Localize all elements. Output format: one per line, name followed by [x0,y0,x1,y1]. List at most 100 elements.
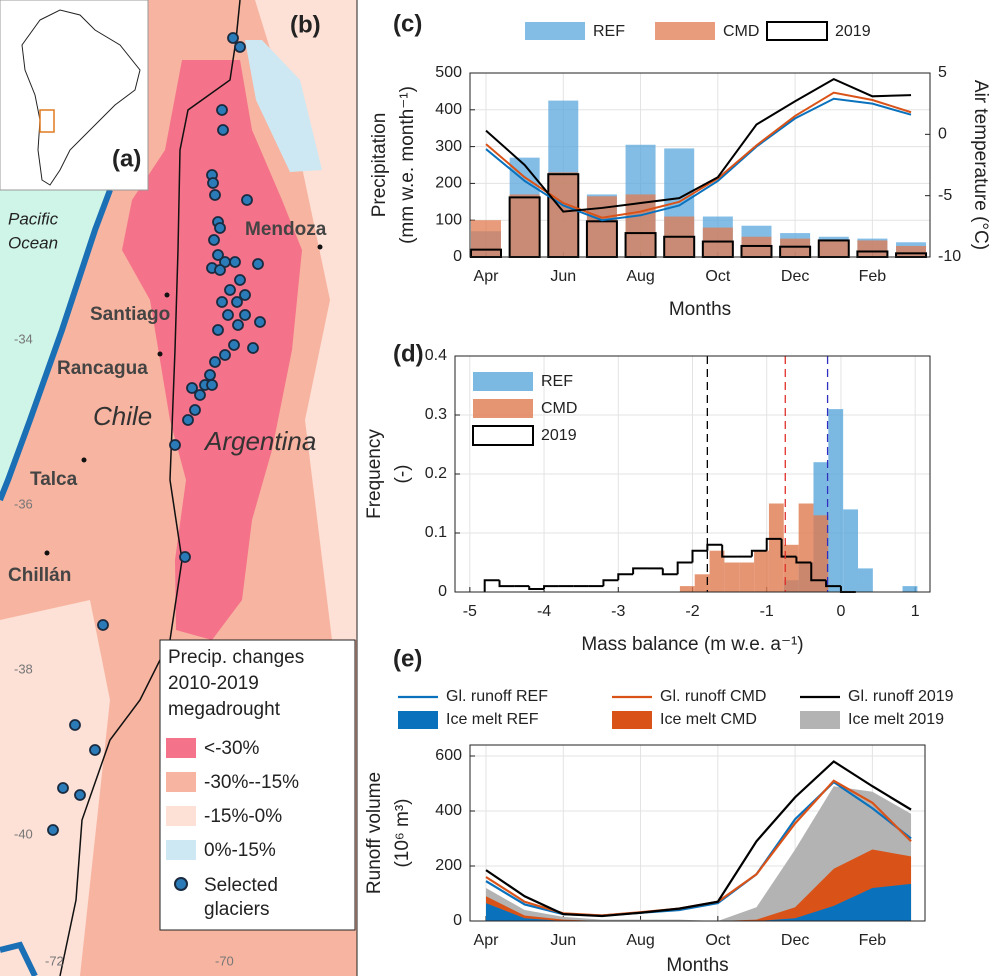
glacier [227,32,239,44]
ocean-label: Pacific [8,209,59,228]
precip-zone-light [255,0,357,640]
y-axis-title: (-) [392,465,413,484]
legend-label: Selected [204,875,278,896]
histogram-step [602,579,619,587]
lon-label: -72 [45,953,64,968]
x-tick-label: Dec [781,932,809,949]
city-dot [44,550,50,556]
legend-label: CMD [723,23,759,40]
glacier [179,551,191,563]
x-tick-label: Aug [626,932,654,949]
legend-label: -30%--15% [204,772,299,793]
x-tick-label: Feb [859,268,887,285]
plot-frame [469,744,926,922]
city-label: Rancagua [57,358,148,379]
glacier [214,222,226,234]
legend-title: 2010-2019 [168,673,259,694]
temperature-line [485,97,912,222]
y-tick-label: 200 [435,857,462,874]
y-tick-label: 100 [435,211,462,228]
y-tick-label: 0.4 [425,347,447,364]
legend-swatch [166,772,196,792]
panel-label: (d) [393,340,424,367]
glacier [252,258,264,270]
histogram-bar [783,544,799,592]
glacier [74,789,86,801]
histogram-step [632,567,648,575]
bar [548,172,579,257]
histogram-bar [828,409,844,592]
histogram-step [810,562,827,582]
bar [818,240,849,257]
ice-melt-area [486,786,912,921]
city-dot [317,244,323,250]
glacier [194,389,206,401]
histogram-step [780,538,797,558]
glacier [234,41,246,53]
panel-label: (c) [393,10,422,37]
legend-label: Gl. runoff 2019 [848,688,954,705]
glacier [214,264,226,276]
y-tick-label: 0.3 [425,406,447,423]
lat-label: -36 [14,496,33,511]
histogram-bar [724,562,740,592]
legend-label: <-30% [204,738,260,759]
x-tick-label: Jun [550,932,576,949]
x-tick-label: Oct [705,932,730,949]
histogram-step [676,561,693,575]
legend-swatch [166,840,196,860]
legend-swatch [472,425,534,446]
y-axis-title: Runoff volume [364,772,385,894]
panel-label: (e) [393,645,422,672]
y-axis-title: Frequency [364,429,385,519]
glacier [212,249,224,261]
y2-tick-label: 0 [938,126,947,143]
x-tick-label: Feb [859,932,887,949]
y-tick-label: 0 [438,583,447,600]
glacier [207,177,219,189]
y-axis-title: (10⁶ m³) [392,798,413,867]
x-tick-label: -2 [685,603,699,620]
histogram-step [765,537,782,551]
precip-zone-light [0,600,110,976]
legend-label: Ice melt REF [446,711,539,728]
legend-swatch [473,372,533,391]
histogram-step [721,544,738,558]
city-label: Chillán [8,565,71,586]
glaciers [47,32,266,836]
glacier [212,324,224,336]
legend-swatch [166,806,196,826]
histogram-bar [694,574,710,592]
histogram-bar [902,586,918,592]
glacier [57,782,69,794]
plot-frame [469,72,931,258]
y-axis-title: (mm w.e. month⁻¹) [397,86,418,244]
legend-glacier [174,877,188,891]
y-tick-label: 300 [435,138,462,155]
legend-label: REF [593,23,625,40]
map: Mendoza Santiago Rancagua Talca Chillán … [0,0,357,976]
y2-tick-label: -10 [938,248,961,265]
ocean-label: Ocean [8,233,58,252]
glacier [239,289,251,301]
legend-label: Ice melt CMD [660,711,757,728]
bar [471,220,501,257]
legend-label: 2019 [835,23,871,40]
glacier [97,619,109,631]
y-tick-label: 400 [435,802,462,819]
y-tick-label: 500 [435,64,462,81]
bar [586,196,617,257]
glacier [241,194,253,206]
legend-label: Gl. runoff CMD [660,688,766,705]
histogram-bar [754,550,769,592]
city-label: Mendoza [245,219,327,240]
histogram-step [617,573,634,581]
legend-title: megadrought [168,699,281,720]
legend-label: -15%-0% [204,806,282,827]
x-axis-title: Mass balance (m w.e. a⁻¹) [581,634,803,655]
lat-label: -38 [14,661,33,676]
y-tick-label: 0 [453,248,462,265]
legend-swatch [800,711,840,729]
x-tick-label: -1 [760,603,774,620]
